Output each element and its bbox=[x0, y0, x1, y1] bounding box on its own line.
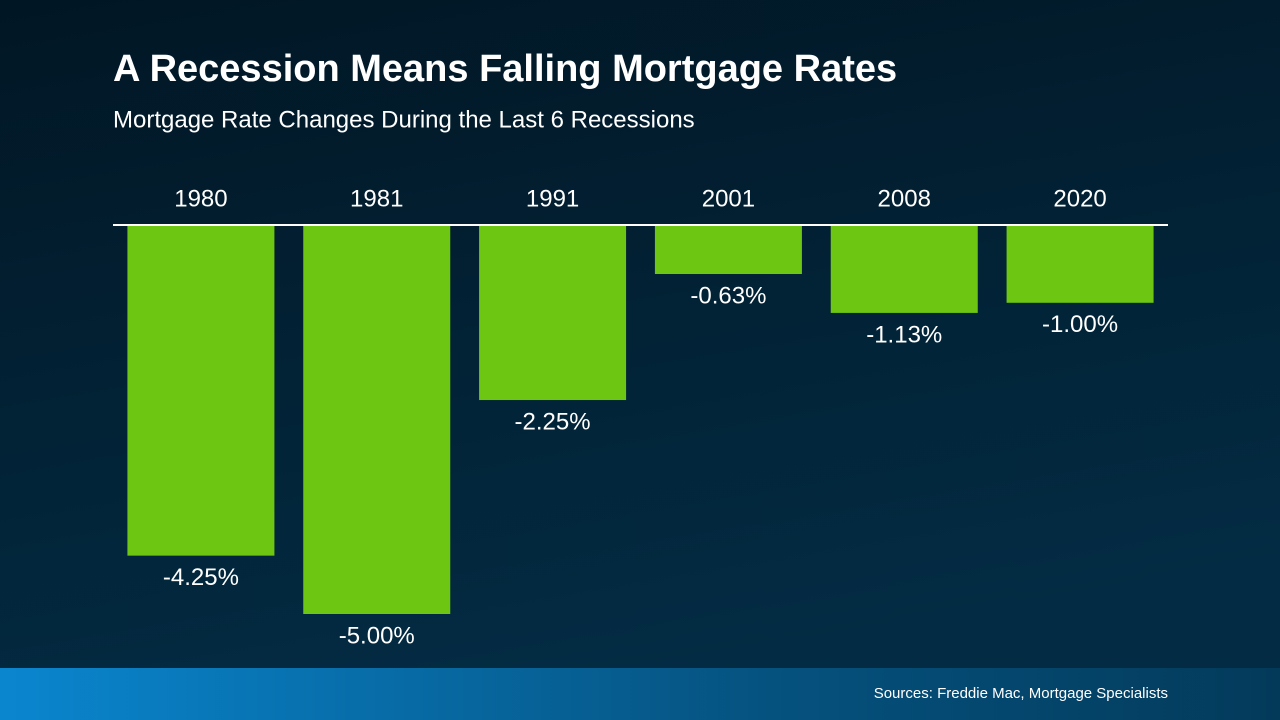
bar bbox=[1006, 226, 1154, 303]
bar bbox=[127, 226, 275, 556]
chart-title: A Recession Means Falling Mortgage Rates bbox=[113, 48, 897, 90]
bar bbox=[830, 226, 978, 313]
category-label: 2020 bbox=[1053, 185, 1106, 212]
value-label: -0.63% bbox=[690, 282, 766, 309]
value-label: -1.00% bbox=[1042, 311, 1118, 338]
footer-band bbox=[0, 668, 1280, 720]
chart-subtitle: Mortgage Rate Changes During the Last 6 … bbox=[113, 106, 695, 133]
bar bbox=[479, 226, 627, 401]
category-label: 2008 bbox=[878, 185, 931, 212]
value-label: -5.00% bbox=[339, 622, 415, 649]
value-label: -1.13% bbox=[866, 321, 942, 348]
category-label: 1980 bbox=[174, 185, 227, 212]
category-label: 2001 bbox=[702, 185, 755, 212]
category-label: 1991 bbox=[526, 185, 579, 212]
bar bbox=[654, 226, 802, 275]
bar bbox=[303, 226, 451, 614]
value-label: -2.25% bbox=[515, 408, 591, 435]
source-note: Sources: Freddie Mac, Mortgage Specialis… bbox=[874, 685, 1168, 702]
value-label: -4.25% bbox=[163, 564, 239, 591]
category-label: 1981 bbox=[350, 185, 403, 212]
